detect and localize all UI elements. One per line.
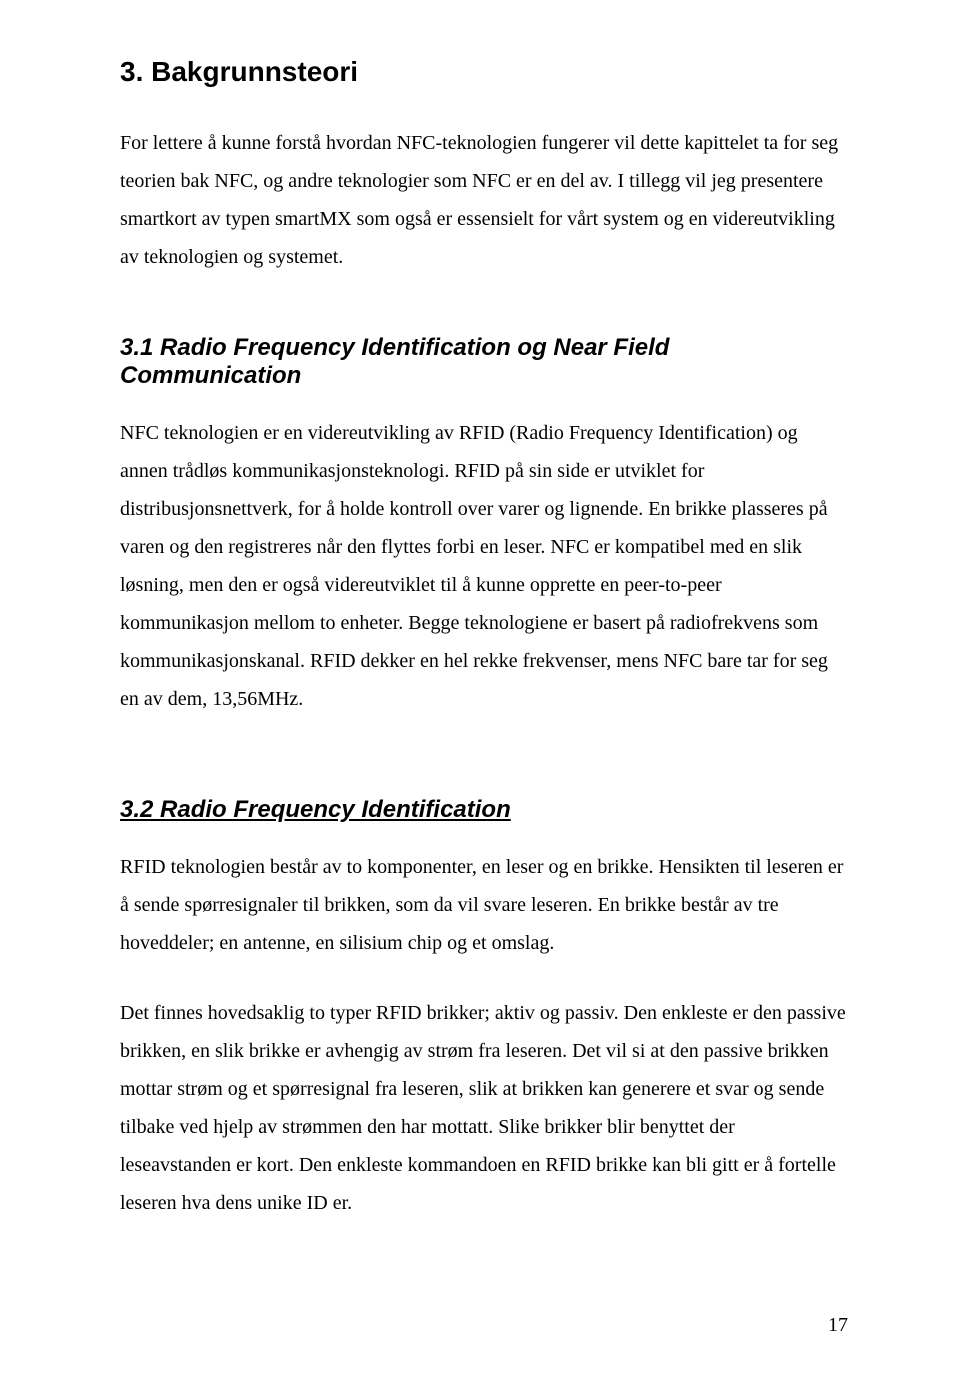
- paragraph-intro: For lettere å kunne forstå hvordan NFC-t…: [120, 124, 850, 276]
- paragraph-3-2b: Det finnes hovedsaklig to typer RFID bri…: [120, 994, 850, 1222]
- page-number: 17: [828, 1314, 848, 1337]
- subsection-title-3-1: 3.1 Radio Frequency Identification og Ne…: [120, 334, 850, 390]
- subsection-title-3-2: 3.2 Radio Frequency Identification: [120, 796, 850, 824]
- paragraph-3-2a: RFID teknologien består av to komponente…: [120, 848, 850, 962]
- section-title: 3. Bakgrunnsteori: [120, 56, 850, 88]
- paragraph-3-1: NFC teknologien er en videreutvikling av…: [120, 414, 850, 718]
